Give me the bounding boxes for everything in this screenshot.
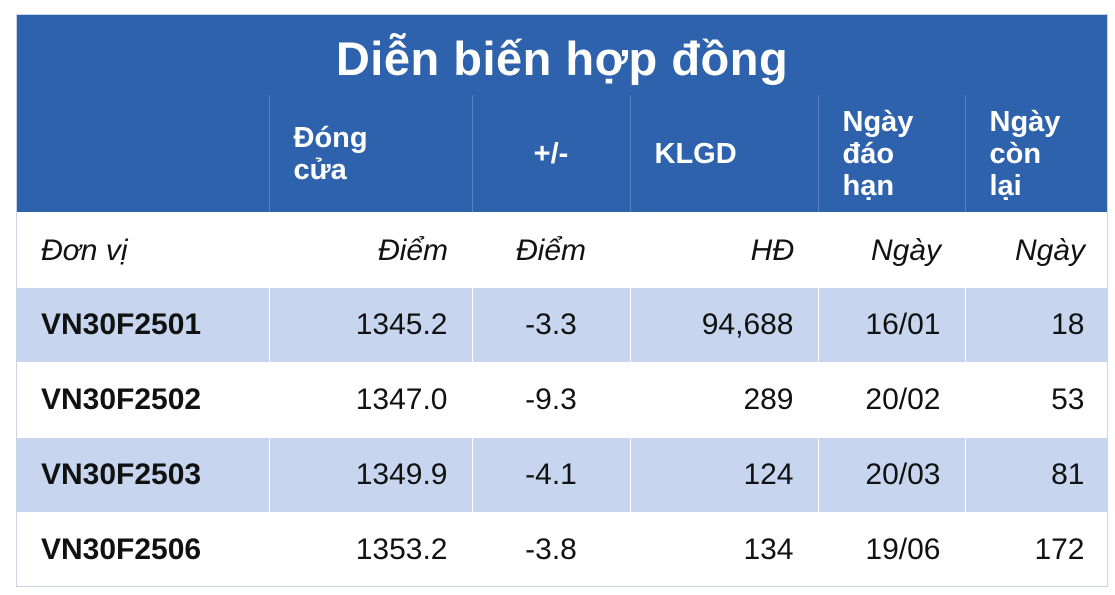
unit-change: Điểm	[472, 212, 630, 288]
cell-days-left: 81	[965, 437, 1107, 513]
unit-volume: HĐ	[630, 212, 818, 288]
cell-expiry: 19/06	[818, 512, 966, 586]
unit-label: Đơn vị	[17, 212, 269, 288]
cell-code: VN30F2503	[17, 437, 270, 513]
unit-days-left: Ngày	[965, 212, 1107, 288]
header-row: Đóng cửa +/- KLGD Ngày đáo hạn Ngày còn lại	[17, 95, 1107, 213]
cell-change: -4.1	[472, 437, 631, 513]
unit-close: Điểm	[269, 212, 472, 288]
table-row: VN30F2502 1347.0 -9.3 289 20/02 53	[17, 362, 1107, 438]
header-days-left: Ngày còn lại	[965, 95, 1107, 213]
cell-close: 1353.2	[269, 512, 473, 586]
table-row: VN30F2506 1353.2 -3.8 134 19/06 172	[17, 512, 1107, 586]
header-change: +/-	[472, 95, 631, 213]
unit-row: Đơn vị Điểm Điểm HĐ Ngày Ngày	[17, 212, 1107, 288]
cell-close: 1345.2	[269, 288, 473, 363]
table-row: VN30F2501 1345.2 -3.3 94,688 16/01 18	[17, 288, 1107, 363]
header-close: Đóng cửa	[269, 95, 473, 213]
cell-code: VN30F2501	[17, 288, 270, 363]
cell-close: 1349.9	[269, 437, 473, 513]
header-expiry: Ngày đáo hạn	[818, 95, 966, 213]
cell-days-left: 53	[965, 362, 1107, 438]
cell-volume: 134	[630, 512, 819, 586]
table-row: VN30F2503 1349.9 -4.1 124 20/03 81	[17, 437, 1107, 513]
cell-days-left: 172	[965, 512, 1107, 586]
contract-table: Đóng cửa +/- KLGD Ngày đáo hạn Ngày còn lại Đ…	[17, 95, 1107, 586]
cell-expiry: 16/01	[818, 288, 966, 363]
cell-change: -3.8	[472, 512, 631, 586]
unit-expiry: Ngày	[818, 212, 965, 288]
cell-close: 1347.0	[269, 362, 473, 438]
cell-expiry: 20/03	[818, 437, 966, 513]
cell-volume: 124	[630, 437, 819, 513]
contract-table-panel: Diễn biến hợp đồng Đóng cửa +/- KLGD	[16, 14, 1108, 587]
cell-volume: 289	[630, 362, 819, 438]
title-bar: Diễn biến hợp đồng	[17, 15, 1107, 95]
table-title: Diễn biến hợp đồng	[335, 31, 789, 85]
cell-code: VN30F2502	[17, 362, 270, 438]
cell-change: -9.3	[472, 362, 631, 438]
cell-change: -3.3	[472, 288, 631, 363]
cell-code: VN30F2506	[17, 512, 270, 586]
header-code	[17, 95, 270, 213]
cell-days-left: 18	[965, 288, 1107, 363]
header-volume: KLGD	[630, 95, 819, 213]
cell-volume: 94,688	[630, 288, 819, 363]
cell-expiry: 20/02	[818, 362, 966, 438]
